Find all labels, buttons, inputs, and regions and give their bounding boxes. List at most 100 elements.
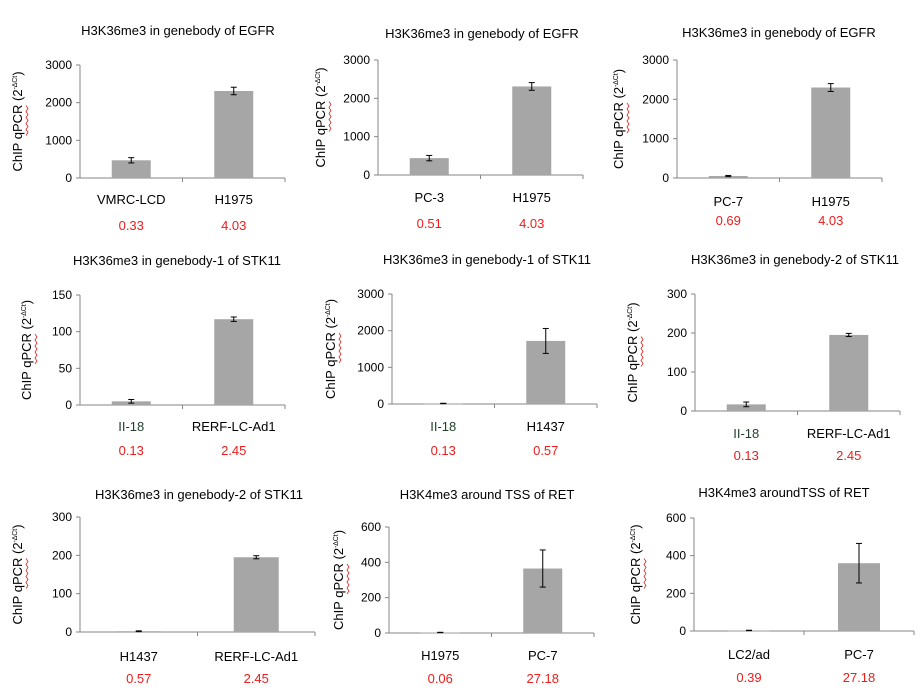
- x-category-label: II-18: [430, 419, 456, 434]
- y-tick-label: 3000: [357, 287, 384, 301]
- value-annotation: 2.45: [244, 671, 269, 686]
- x-category-label: PC-7: [844, 647, 874, 662]
- y-axis-label-superscript: -∆Ct: [613, 73, 620, 87]
- value-annotation: 4.03: [519, 216, 544, 231]
- chart-panel-7: H3K36me3 in genebody-2 of STK11 0 100 200 30…: [10, 487, 316, 686]
- y-tick-label: 600: [361, 520, 381, 534]
- spellcheck-squiggle: [626, 102, 630, 134]
- chart-panel-8: H3K4me3 around TSS of RET 0 200 400 600 ChIP …: [331, 487, 595, 686]
- value-annotation: 0.06: [428, 671, 453, 686]
- y-tick-label: 50: [59, 361, 73, 375]
- y-tick-label: 3000: [45, 58, 72, 72]
- y-axis-label: ChIP qPCR (2-∆Ct): [323, 299, 338, 399]
- y-axis-label-main: ChIP qPCR (2: [19, 318, 34, 400]
- y-tick-label: 2000: [343, 91, 370, 105]
- chart-panel-1: H3K36me3 in genebody of EGFR 0 1000 2000 300…: [10, 23, 286, 233]
- chart-panel-5: H3K36me3 in genebody-1 of STK11 0 1000 2000…: [323, 252, 598, 458]
- y-tick-label: 0: [679, 624, 686, 638]
- value-annotation: 0.13: [734, 448, 759, 463]
- y-tick-label: 1000: [343, 130, 370, 144]
- value-annotation: 0.13: [431, 443, 456, 458]
- y-axis-label: ChIP qPCR (2-∆Ct): [611, 69, 626, 169]
- y-axis-label: ChIP qPCR (2-∆Ct): [19, 300, 34, 400]
- chart-panel-2: H3K36me3 in genebody of EGFR 0 1000 2000 300…: [313, 26, 584, 231]
- y-axis-label-close: ): [10, 71, 25, 75]
- bar: [233, 557, 279, 632]
- y-axis-label-close: ): [19, 300, 34, 304]
- y-axis-label-superscript: -∆Ct: [630, 529, 637, 543]
- y-tick-label: 3000: [343, 53, 370, 67]
- y-axis-label: ChIP qPCR (2-∆Ct): [628, 524, 643, 624]
- value-annotation: 2.45: [221, 443, 246, 458]
- bar: [214, 90, 254, 178]
- value-annotation: 4.03: [221, 218, 246, 233]
- y-tick-label: 100: [52, 587, 72, 601]
- y-axis-label: ChIP qPCR (2-∆Ct): [313, 67, 328, 167]
- y-tick-label: 2000: [357, 324, 384, 338]
- y-axis-label-superscript: -∆Ct: [325, 303, 332, 317]
- x-category-label: RERF-LC-Ad1: [192, 419, 276, 434]
- bar: [111, 160, 151, 178]
- y-axis-label-main: ChIP qPCR (2: [323, 317, 338, 399]
- y-axis-label-superscript: -∆Ct: [21, 304, 28, 318]
- y-tick-label: 300: [667, 287, 687, 301]
- y-tick-label: 1000: [357, 360, 384, 374]
- chart-title: H3K36me3 in genebody of EGFR: [81, 23, 275, 38]
- value-annotation: 4.03: [818, 213, 843, 228]
- x-category-label: H1437: [527, 419, 565, 434]
- spellcheck-squiggle: [643, 558, 647, 589]
- y-tick-label: 150: [52, 288, 72, 302]
- bar: [726, 404, 766, 411]
- x-category-label: H1975: [812, 194, 850, 209]
- chart-title: H3K36me3 in genebody-2 of STK11: [95, 487, 303, 502]
- x-category-label: VMRC-LCD: [97, 192, 166, 207]
- y-tick-label: 300: [52, 510, 72, 524]
- chart-panel-4: H3K36me3 in genebody-1 of STK11 0 50 100 150…: [19, 253, 286, 458]
- value-annotation: 0.57: [533, 443, 558, 458]
- bar: [214, 319, 254, 405]
- y-tick-label: 100: [667, 365, 687, 379]
- spellcheck-squiggle: [34, 333, 38, 365]
- chart-panel-6: H3K36me3 in genebody-2 of STK11 0 100 200 30…: [625, 252, 901, 463]
- y-tick-label: 200: [666, 586, 686, 600]
- y-axis-label: ChIP qPCR (2-∆Ct): [625, 302, 640, 402]
- y-axis-label-close: ): [313, 67, 328, 71]
- chart-title: H3K4me3 aroundTSS of RET: [698, 485, 869, 500]
- x-category-label: PC-3: [414, 190, 444, 205]
- y-axis-label-superscript: -∆Ct: [12, 76, 19, 90]
- x-category-label: H1975: [421, 648, 459, 663]
- y-axis-label-superscript: -∆Ct: [627, 307, 634, 321]
- y-tick-label: 0: [65, 398, 72, 412]
- y-tick-label: 400: [666, 549, 686, 563]
- y-tick-label: 0: [680, 404, 687, 418]
- y-axis-label-main: ChIP qPCR (2: [313, 85, 328, 167]
- spellcheck-squiggle: [640, 336, 644, 367]
- y-axis-label: ChIP qPCR (2-∆Ct): [10, 71, 25, 171]
- y-tick-label: 0: [374, 626, 381, 640]
- value-annotation: 2.45: [836, 448, 861, 463]
- y-tick-label: 200: [52, 548, 72, 562]
- bar: [829, 334, 869, 411]
- y-axis-label-close: ): [323, 299, 338, 303]
- value-annotation: 0.57: [126, 671, 151, 686]
- y-tick-label: 0: [662, 171, 669, 185]
- spellcheck-squiggle: [25, 558, 29, 589]
- spellcheck-squiggle: [346, 563, 350, 595]
- y-tick-label: 200: [361, 591, 381, 605]
- value-annotation: 0.69: [716, 213, 741, 228]
- chart-title: H3K36me3 in genebody-1 of STK11: [73, 253, 281, 268]
- x-category-label: PC-7: [528, 648, 558, 663]
- y-axis-label-superscript: -∆Ct: [333, 534, 340, 548]
- y-tick-label: 100: [52, 325, 72, 339]
- chart-panel-9: H3K4me3 aroundTSS of RET 0 200 400 600 ChIP q…: [628, 485, 915, 685]
- y-tick-label: 400: [361, 555, 381, 569]
- x-category-label: H1975: [215, 192, 253, 207]
- y-tick-label: 1000: [642, 132, 669, 146]
- x-category-label: II-18: [733, 426, 759, 441]
- y-tick-label: 0: [65, 171, 72, 185]
- x-category-label: PC-7: [713, 194, 743, 209]
- chart-panel-3: H3K36me3 in genebody of EGFR 0 1000 2000 300…: [611, 25, 883, 228]
- bar: [409, 158, 449, 175]
- y-axis-label-main: ChIP qPCR (2: [625, 320, 640, 402]
